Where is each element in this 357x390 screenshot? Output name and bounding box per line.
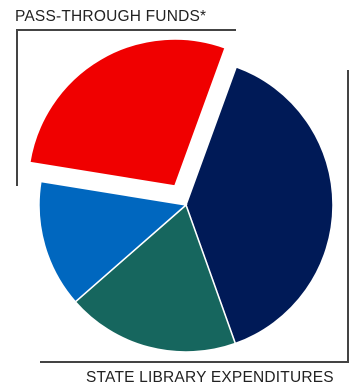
pie-slice-3 [38,180,188,303]
state-library-expenditures-callout: STATE LIBRARY EXPENDITURES [86,369,334,386]
bottom-callout-bracket [40,70,349,363]
pie-slices [28,38,334,353]
pie-slice-2 [74,203,237,353]
pass-through-funds-callout: PASS-THROUGH FUNDS* [15,8,207,25]
top-callout-bracket [16,29,236,186]
pie-slice-1 [185,65,334,345]
callout-brackets [16,29,349,363]
pie-slice-4 [28,38,227,187]
